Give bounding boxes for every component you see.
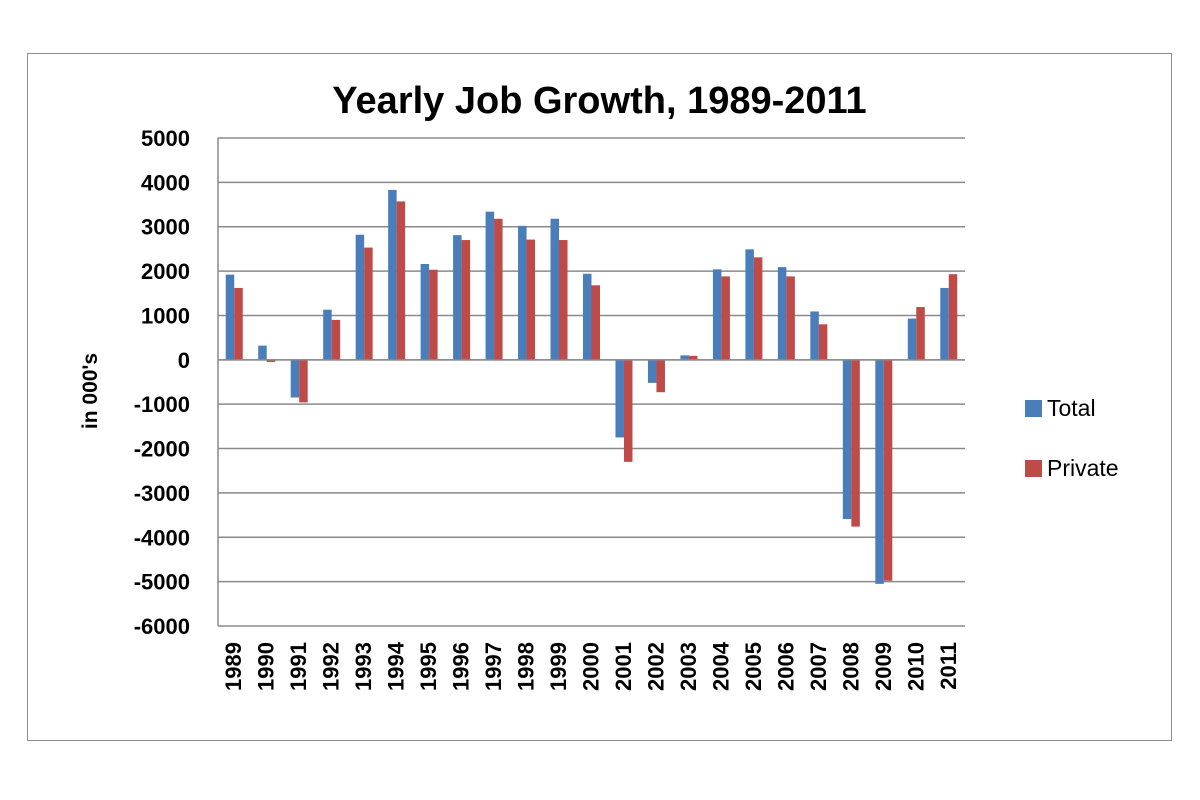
y-tick-label: -5000 <box>134 570 190 595</box>
legend-swatch-private <box>1025 460 1042 477</box>
x-tick-label: 2007 <box>806 642 831 691</box>
bar-total-2008 <box>842 359 852 520</box>
x-tick-label: 1994 <box>384 641 409 691</box>
bar-total-1997 <box>485 211 495 360</box>
y-tick-label: -3000 <box>134 481 190 506</box>
x-tick-label: 2003 <box>676 642 701 691</box>
bar-total-2007 <box>810 311 819 360</box>
x-tick-label: 1995 <box>416 642 441 691</box>
bar-total-2009 <box>875 359 884 584</box>
legend-label-private: Private <box>1047 455 1119 481</box>
y-tick-label: 4000 <box>141 170 190 195</box>
x-tick-label: 1990 <box>254 642 279 691</box>
y-tick-label: 0 <box>178 348 190 373</box>
x-tick-label: 1996 <box>449 642 474 691</box>
bar-private-2003 <box>688 355 698 360</box>
x-tick-label: 1999 <box>546 642 571 691</box>
bar-private-1989 <box>234 287 243 360</box>
legend: Total Private <box>1025 395 1119 481</box>
axes <box>217 138 965 626</box>
x-tick-label: 2002 <box>643 642 668 691</box>
legend-swatch-total <box>1025 400 1042 417</box>
bar-total-1990 <box>258 345 267 360</box>
x-tick-label: 2005 <box>741 642 766 691</box>
y-tick-label: 5000 <box>141 126 190 151</box>
x-tick-labels: 1989 1990 1991 1992 1993 1994 1995 1996 1997 1998… <box>221 641 961 691</box>
y-tick-label: -2000 <box>134 437 190 462</box>
bar-private-2001 <box>623 359 633 462</box>
y-tick-label: -1000 <box>134 392 190 417</box>
x-tick-label: 2006 <box>773 642 798 691</box>
x-tick-label: 2000 <box>579 642 604 691</box>
bar-total-1993 <box>355 234 365 360</box>
bar-total-2003 <box>680 355 689 360</box>
y-tick-label: 1000 <box>141 303 190 328</box>
bar-private-1995 <box>429 269 438 360</box>
y-tick-labels: 5000 4000 3000 2000 1000 0 -1000 -2000 -3000 -400… <box>134 126 190 639</box>
bar-private-2009 <box>883 359 893 581</box>
x-tick-label: 1997 <box>481 642 506 691</box>
x-tick-label: 2008 <box>838 642 863 691</box>
bar-private-1999 <box>559 240 568 360</box>
bar-private-1992 <box>331 319 341 360</box>
bar-private-1994 <box>396 201 406 360</box>
bar-private-1997 <box>494 218 503 360</box>
x-tick-label: 2011 <box>936 642 961 690</box>
y-tick-label: -6000 <box>134 614 190 639</box>
bar-private-2008 <box>851 359 860 527</box>
x-tick-label: 1993 <box>351 642 376 691</box>
bar-total-1994 <box>388 189 397 360</box>
bar-total-2002 <box>647 359 657 383</box>
x-tick-label: 2010 <box>903 642 928 691</box>
bar-total-2006 <box>777 267 787 360</box>
bar-private-1993 <box>364 247 373 360</box>
bar-private-2004 <box>721 276 730 360</box>
bar-private-2002 <box>656 359 665 393</box>
x-tick-label: 1998 <box>514 642 539 691</box>
x-tick-label: 2009 <box>871 642 896 691</box>
y-tick-label: -4000 <box>134 525 190 550</box>
bar-private-1990 <box>266 359 276 363</box>
bar-total-2001 <box>615 359 624 438</box>
bar-private-2010 <box>916 307 925 360</box>
bar-total-2005 <box>745 249 754 360</box>
bar-total-1989 <box>225 274 235 360</box>
x-tick-label: 1991 <box>286 642 311 691</box>
y-tick-label: 3000 <box>141 215 190 240</box>
bar-total-2010 <box>907 318 917 360</box>
x-tick-label: 1992 <box>319 642 344 691</box>
legend-label-total: Total <box>1047 395 1096 421</box>
bar-private-1991 <box>299 359 308 403</box>
bar-total-1991 <box>290 359 300 398</box>
bar-total-1998 <box>518 225 527 360</box>
bar-private-2007 <box>818 324 828 360</box>
x-tick-label: 2004 <box>708 641 733 691</box>
bar-total-2011 <box>940 287 949 360</box>
bar-private-1998 <box>526 239 536 360</box>
bar-private-2000 <box>591 285 600 360</box>
bar-total-1999 <box>550 218 560 360</box>
bar-total-2000 <box>583 273 592 360</box>
y-tick-label: 2000 <box>141 259 190 284</box>
bar-private-1996 <box>461 240 471 360</box>
bars <box>225 189 958 584</box>
x-tick-label: 1989 <box>221 642 246 691</box>
bar-total-1992 <box>323 309 332 360</box>
x-tick-label: 2001 <box>611 642 636 691</box>
bar-total-1995 <box>420 263 430 360</box>
bar-total-1996 <box>453 235 462 360</box>
bar-private-2005 <box>753 257 763 360</box>
bar-private-2006 <box>786 276 795 360</box>
chart-title: Yearly Job Growth, 1989-2011 <box>332 80 867 122</box>
y-axis-label: in 000's <box>79 353 102 429</box>
bar-private-2011 <box>948 274 958 360</box>
bar-total-2004 <box>712 269 722 360</box>
